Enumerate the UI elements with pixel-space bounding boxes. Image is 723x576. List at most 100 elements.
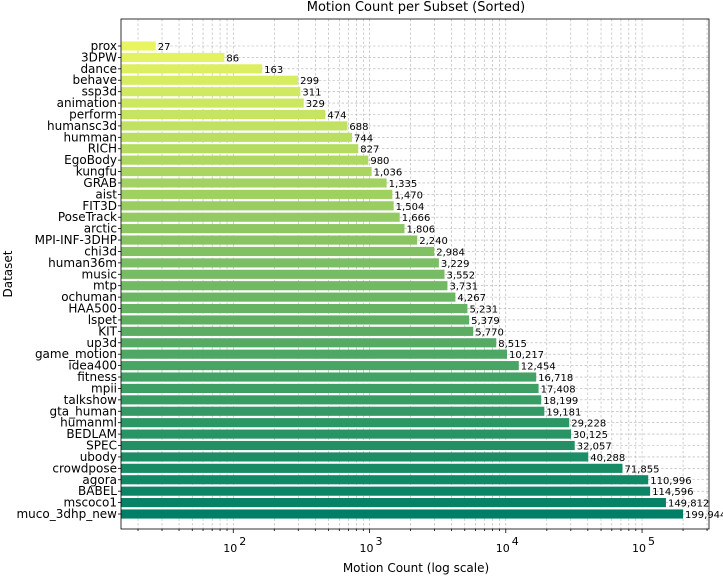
bar-kungfu [121,166,372,177]
bar-GRAB [121,178,387,188]
category-label: human36m [48,256,117,270]
bar-game_motion [121,349,508,359]
category-label: arctic [84,222,117,236]
category-label: prox [91,39,117,53]
value-label: 199,944 [685,510,723,521]
value-label: 1,335 [389,179,418,190]
value-label: 329 [306,99,325,110]
category-label: ssp3d [82,85,117,99]
category-label: music [82,267,117,281]
y-axis-label: Dataset [1,250,15,297]
category-label: ochuman [61,290,117,304]
bar-up3d [121,338,497,348]
bar-idea400 [121,361,519,371]
value-label: 8,515 [498,339,527,350]
bar-music [121,269,445,279]
value-label: 299 [300,76,319,87]
value-label: 980 [370,156,389,167]
value-label: 17,408 [541,384,576,395]
bar-fitness [121,372,537,382]
x-tick-label: 10 [632,542,646,555]
value-label: 29,228 [571,419,606,430]
category-label: mscoco1 [64,496,117,510]
bar-humman [121,132,353,142]
category-label: aist [95,187,117,201]
bar-EgoBody [121,155,369,165]
category-label: agora [82,473,117,487]
bar-ssp3d [121,87,301,97]
value-label: 1,806 [407,225,436,236]
value-label: 3,731 [449,282,478,293]
bar-SPEC [121,440,575,451]
category-label: muco_3dhp_new [16,507,117,521]
value-label: 3,552 [447,270,476,281]
bar-prox [121,41,156,51]
category-label: humman [63,130,117,144]
category-label: humansc3d [47,119,117,133]
value-label: 32,057 [577,442,612,453]
category-label: ubody [80,450,117,464]
bar-animation [121,98,304,108]
bar-human36m [121,258,439,268]
value-label: 744 [354,133,373,144]
category-label: mtp [93,279,117,293]
bar-PoseTrack [121,212,400,222]
value-label: 19,181 [546,407,581,418]
value-label: 1,036 [374,168,403,179]
value-label: 1,504 [396,202,425,213]
category-label: BEDLAM [66,427,117,441]
bar-muco_3dhp_new [121,509,684,519]
bar-FIT3D [121,201,394,211]
category-label: perform [69,107,117,121]
value-label: 12,454 [521,362,556,373]
value-label: 71,855 [624,464,659,475]
bar-RICH [121,144,359,154]
value-label: 163 [264,65,283,76]
value-label: 827 [360,145,379,156]
chart-title: Motion Count per Subset (Sorted) [307,0,525,15]
bar-humanml [121,418,570,428]
bar-behave [121,75,299,85]
value-label: 5,231 [469,305,498,316]
category-label: 3DPW [81,50,117,64]
x-tick-label: 10 [360,542,374,555]
bar-perform [121,109,326,120]
bar-gta_human [121,406,545,416]
category-label: chi3d [84,244,117,258]
value-label: 1,470 [394,190,423,201]
bar-humansc3d [121,121,348,131]
category-label: humanml [60,416,117,430]
value-label: 10,217 [509,350,544,361]
category-label: behave [73,73,117,87]
value-label: 30,125 [573,430,608,441]
value-label: 149,812 [668,499,709,510]
bar-3DPW [121,52,225,62]
value-label: 688 [349,122,368,133]
bar-KIT [121,326,474,336]
value-label: 2,240 [419,236,448,247]
value-label: 311 [302,88,321,99]
category-label: GRAB [83,176,117,190]
value-label: 114,596 [652,487,693,498]
category-label: mpii [91,381,117,395]
category-label: dance [80,62,117,76]
x-tick-label: 10 [223,542,237,555]
category-label: fitness [77,370,117,384]
x-tick-exponent: 5 [648,535,655,548]
category-label-layer: prox3DPWdancebehavessp3danimationperform… [16,39,117,521]
bar-mtp [121,281,448,291]
bar-arctic [121,224,405,234]
category-label: KIT [98,324,117,338]
category-label: animation [57,96,117,110]
category-label: kungfu [76,165,117,179]
value-label: 18,199 [543,396,578,407]
value-label: 40,288 [590,453,625,464]
bar-lspet [121,315,470,325]
bar-talkshow [121,395,542,405]
category-label: up3d [87,336,117,350]
value-label: 474 [327,110,346,121]
x-tick-label: 10 [496,542,510,555]
bar-MPI-INF-3DHP [121,235,418,245]
